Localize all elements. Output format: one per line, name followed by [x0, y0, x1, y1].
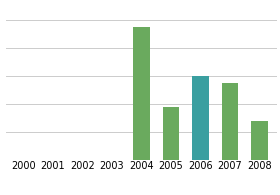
Bar	[192, 76, 209, 160]
Bar	[251, 121, 268, 160]
Bar	[163, 107, 179, 160]
Bar	[222, 83, 238, 160]
Bar	[133, 27, 150, 160]
